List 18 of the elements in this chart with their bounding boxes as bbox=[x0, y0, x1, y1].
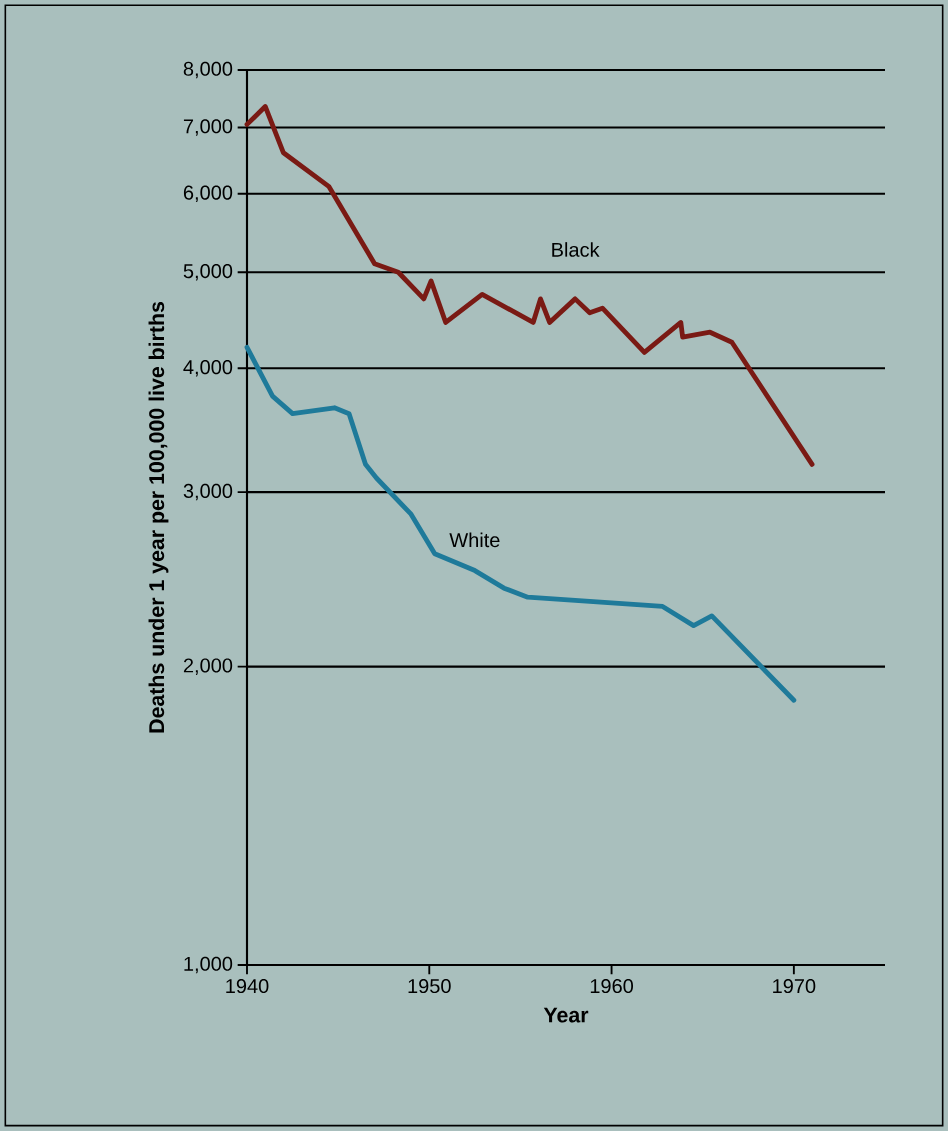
line-series bbox=[244, 344, 797, 703]
y-axis-title: Deaths under 1 year per 100,000 live births bbox=[148, 302, 169, 733]
y-tick-label: 4,000 bbox=[183, 360, 233, 377]
x-tick-label: 1960 bbox=[590, 978, 634, 994]
x-axis-title: Year bbox=[543, 1007, 589, 1023]
x-tick-label: 1970 bbox=[773, 978, 816, 994]
y-tick-label: 5,000 bbox=[183, 263, 233, 281]
x-tick-label: 1940 bbox=[226, 978, 269, 994]
y-tick-label: 1,000 bbox=[184, 956, 233, 974]
line-series bbox=[244, 104, 815, 467]
y-tick-label: 8,000 bbox=[183, 61, 233, 79]
y-tick-label: 6,000 bbox=[183, 185, 233, 203]
series-label: White bbox=[449, 532, 500, 548]
x-tick-label: 1950 bbox=[408, 978, 451, 994]
y-tick-label: 2,000 bbox=[183, 658, 233, 675]
y-tick-label: 7,000 bbox=[183, 119, 233, 136]
text: Black bbox=[552, 242, 600, 257]
y-tick-label: 3,000 bbox=[183, 483, 233, 501]
